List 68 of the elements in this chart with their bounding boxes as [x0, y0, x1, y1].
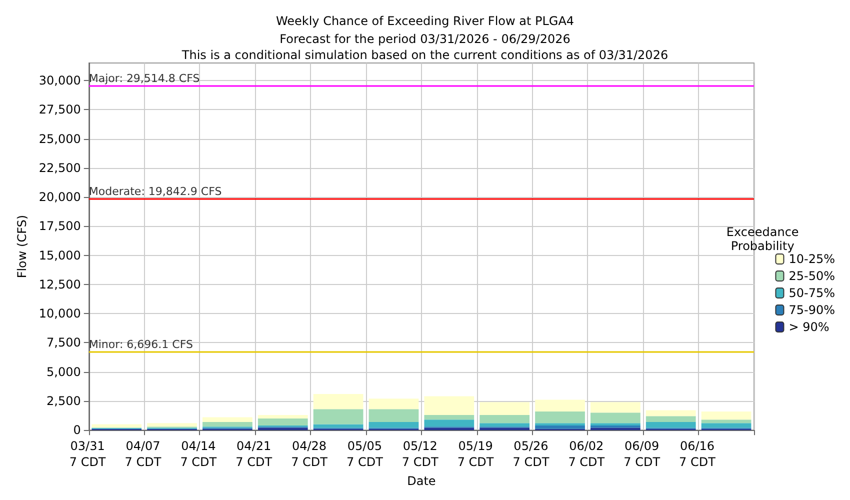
x-tick-label: 05/26 7 CDT	[512, 439, 550, 470]
bar	[147, 423, 197, 427]
bar	[646, 416, 696, 422]
y-tick-label: 10,000	[38, 306, 81, 321]
y-tick-label: 27,500	[38, 102, 81, 117]
bar	[258, 414, 308, 418]
bar	[701, 411, 752, 420]
bar	[701, 420, 752, 424]
bar	[368, 422, 419, 428]
bar	[258, 418, 308, 426]
x-tick-label: 04/28 7 CDT	[291, 439, 328, 470]
legend-title: Exceedance Probability	[726, 225, 799, 253]
y-tick-label: 2,500	[46, 394, 81, 408]
x-tick-label: 05/05 7 CDT	[346, 439, 384, 470]
bar	[424, 420, 474, 427]
y-tick-label: 25,000	[38, 132, 81, 146]
y-tick-label: 17,500	[38, 219, 81, 234]
bar	[590, 412, 640, 424]
legend-label: 10-25%	[788, 252, 836, 266]
y-tick-label: 15,000	[38, 248, 81, 262]
bar	[590, 425, 640, 428]
y-tick-label: 7,500	[46, 336, 81, 350]
ref-line-label: Major: 29,514.8 CFS	[88, 72, 200, 86]
legend-label: 75-90%	[788, 303, 836, 317]
x-tick-label: 04/21 7 CDT	[236, 439, 273, 470]
y-tick-label: 0	[73, 423, 81, 438]
legend-label: 25-50%	[788, 269, 836, 283]
chart-subtitle: Forecast for the period 03/31/2026 - 06/29/2026 This is a conditional simulation based on the current conditions as of 03/31/2026	[180, 32, 668, 62]
bar	[313, 424, 364, 428]
bar	[368, 409, 419, 422]
bar	[480, 414, 530, 424]
x-tick-label: 06/02 7 CDT	[568, 439, 606, 470]
bar	[424, 414, 474, 420]
y-tick-label: 30,000	[38, 73, 81, 88]
x-tick-label: 05/12 7 CDT	[402, 439, 439, 470]
bar	[424, 396, 474, 415]
bar	[535, 400, 585, 412]
y-axis-title: Flow (CFS)	[15, 214, 29, 278]
bar	[535, 411, 585, 424]
y-tick-label: 12,500	[38, 277, 81, 292]
y-tick-label: 20,000	[38, 190, 81, 204]
ref-line-label: Moderate: 19,842.9 CFS	[88, 184, 222, 198]
bar	[202, 422, 252, 427]
chart-title: Weekly Chance of Exceeding River Flow at PLGA4	[276, 14, 574, 28]
bar	[202, 417, 252, 422]
x-tick-label: 04/07 7 CDT	[124, 439, 162, 470]
legend-label: 50-75%	[788, 286, 836, 300]
bar	[701, 423, 752, 428]
x-tick-label: 05/19 7 CDT	[457, 439, 494, 470]
bar	[480, 402, 530, 415]
x-tick-label: 03/31 7 CDT	[69, 439, 106, 470]
ref-line-label: Minor: 6,696.1 CFS	[88, 338, 193, 352]
bar	[646, 410, 696, 416]
x-tick-label: 06/09 7 CDT	[624, 439, 661, 470]
bar	[313, 394, 364, 410]
x-tick-label: 04/14 7 CDT	[180, 439, 218, 470]
bar	[535, 425, 585, 429]
bar	[368, 398, 419, 410]
x-tick-label: 06/16 7 CDT	[679, 439, 716, 470]
bar	[480, 423, 530, 427]
bar	[92, 424, 142, 428]
bar	[646, 422, 696, 428]
x-axis-title: Date	[407, 474, 436, 488]
y-tick-label: 5,000	[46, 364, 81, 379]
bar	[590, 402, 640, 413]
y-tick-label: 22,500	[38, 160, 81, 175]
bar	[313, 409, 364, 424]
legend-label: > 90%	[788, 320, 830, 334]
